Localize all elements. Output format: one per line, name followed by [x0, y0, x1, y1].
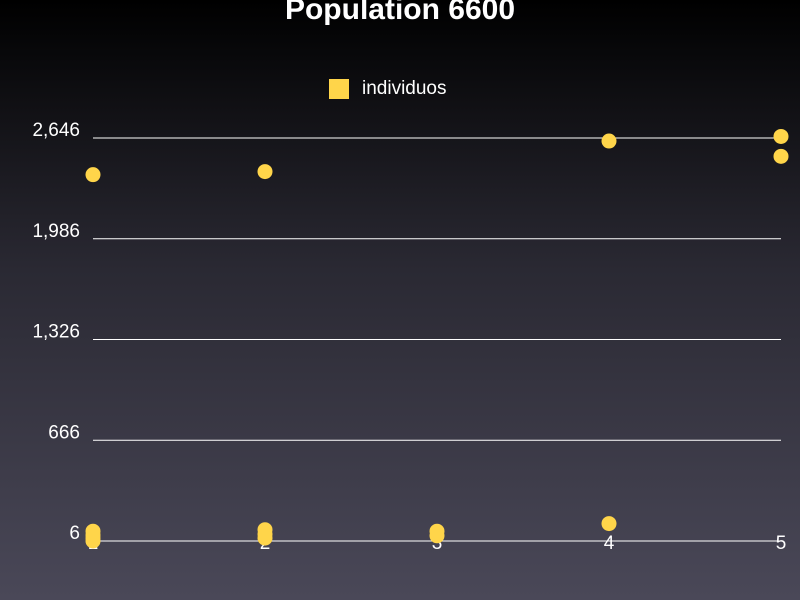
x-tick-label: 5: [776, 533, 787, 554]
data-point: [601, 133, 617, 149]
data-point: [601, 516, 617, 532]
data-point: [257, 530, 273, 546]
y-tick-label: 6: [69, 523, 80, 544]
data-point: [429, 528, 445, 544]
y-tick-label: 666: [48, 422, 80, 443]
x-tick-label: 4: [604, 533, 615, 554]
legend: individuos: [329, 78, 447, 99]
data-point: [257, 164, 273, 180]
data-points: [85, 128, 789, 549]
data-point: [85, 533, 101, 549]
data-point: [773, 128, 789, 144]
legend-label-individuos: individuos: [362, 78, 447, 99]
x-tick-label: 3: [432, 533, 443, 554]
grid: [93, 137, 781, 542]
y-tick-label: 2,646: [32, 120, 80, 141]
y-tick-label: 1,326: [32, 322, 80, 343]
chart-title: Population 6600: [285, 0, 515, 26]
data-point: [85, 167, 101, 183]
legend-swatch-individuos: [329, 79, 349, 99]
y-tick-label: 1,986: [32, 221, 80, 242]
data-point: [773, 148, 789, 164]
